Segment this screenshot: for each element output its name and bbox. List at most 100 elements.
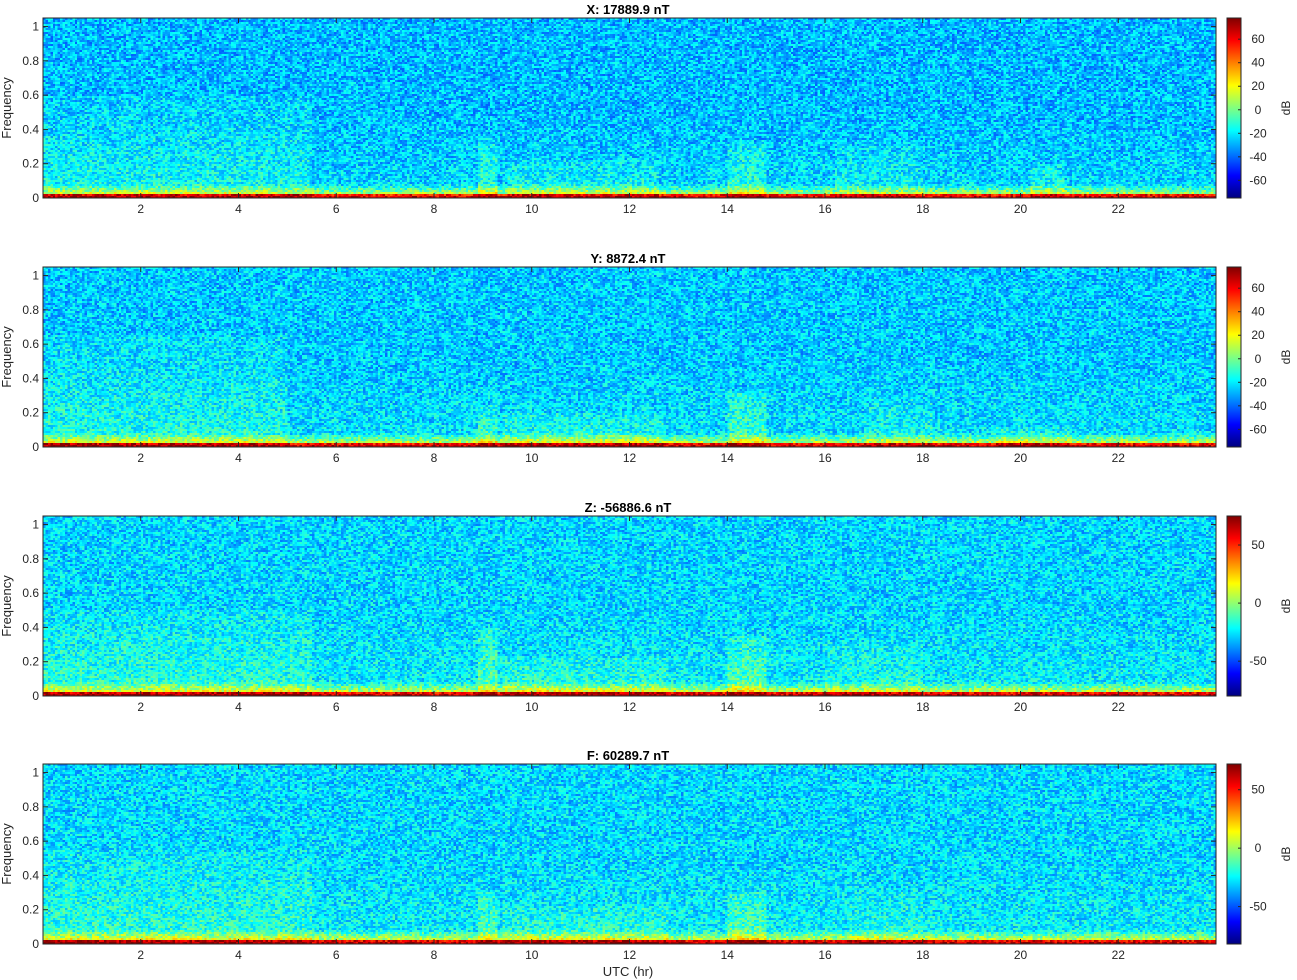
panel-title: X: 17889.9 nT	[586, 2, 669, 17]
colorbar-tick-label: 0	[1255, 596, 1262, 610]
spectrogram-image	[43, 764, 1216, 944]
y-tick-label: 1	[32, 766, 39, 780]
x-tick-label: 6	[333, 700, 340, 714]
x-tick-label: 6	[333, 451, 340, 465]
x-tick-label: 16	[818, 948, 832, 962]
colorbar-tick-label: -40	[1249, 399, 1267, 413]
y-tick-label: 0.2	[22, 157, 39, 171]
x-tick-label: 20	[1014, 700, 1028, 714]
y-tick-label: 0.4	[22, 122, 39, 136]
colorbar-gradient	[1226, 763, 1242, 945]
y-tick-label: 0.4	[22, 371, 39, 385]
x-tick-label: 14	[721, 700, 735, 714]
spectrogram-image	[43, 516, 1216, 696]
x-tick-label: 2	[137, 700, 144, 714]
y-tick-label: 0	[32, 191, 39, 205]
colorbar-tick-label: -20	[1249, 126, 1267, 140]
colorbar-tick-label: -20	[1249, 375, 1267, 389]
x-tick-label: 2	[137, 948, 144, 962]
panel-title: Z: -56886.6 nT	[585, 500, 672, 515]
colorbar-label: dB	[1279, 847, 1293, 862]
colorbar-tick-label: -40	[1249, 150, 1267, 164]
x-tick-label: 4	[235, 700, 242, 714]
x-tick-label: 20	[1014, 948, 1028, 962]
y-tick-label: 0.8	[22, 800, 39, 814]
x-tick-label: 18	[916, 948, 930, 962]
y-tick-label: 0.2	[22, 406, 39, 420]
y-axis-label: Frequency	[0, 823, 14, 885]
spectrogram-panel-3: Z: -56886.6 nT 2 4 6 8 10 12 14 16 18 20 22 0 0.2 0.4 0…	[0, 500, 1293, 714]
y-tick-label: 0.4	[22, 868, 39, 882]
x-tick-label: 12	[623, 202, 637, 216]
y-tick-label: 0.6	[22, 88, 39, 102]
x-tick-label: 20	[1014, 451, 1028, 465]
x-tick-label: 4	[235, 948, 242, 962]
x-tick-label: 22	[1112, 948, 1126, 962]
x-tick-label: 8	[431, 202, 438, 216]
x-tick-label: 4	[235, 451, 242, 465]
colorbar-label: dB	[1279, 350, 1293, 365]
x-tick-label: 2	[137, 451, 144, 465]
panel-title: F: 60289.7 nT	[587, 748, 669, 763]
y-tick-label: 0	[32, 440, 39, 454]
x-tick-label: 8	[431, 700, 438, 714]
colorbar: 60 40 20 0 -20 -40 -60 dB	[1226, 17, 1293, 199]
colorbar-gradient	[1226, 17, 1242, 199]
x-tick-label: 18	[916, 451, 930, 465]
y-axis-label: Frequency	[0, 575, 14, 637]
spectrogram-panel-2: Y: 8872.4 nT2 4 6 8 10 12 14 16 18 20 2200.20.40.6…	[0, 251, 1293, 465]
colorbar: 50 0 -50 dB	[1226, 763, 1293, 945]
y-tick-label: 1	[32, 20, 39, 34]
y-axis-label: Frequency	[0, 77, 14, 139]
colorbar-tick-label: 0	[1255, 103, 1262, 117]
y-tick-label: 0.2	[22, 655, 39, 669]
x-tick-label: 16	[818, 451, 832, 465]
spectrogram-image	[43, 18, 1216, 198]
y-tick-label: 0	[32, 689, 39, 703]
x-tick-label: 10	[525, 948, 539, 962]
colorbar-tick-label: 60	[1251, 32, 1265, 46]
colorbar-label: dB	[1279, 599, 1293, 614]
y-tick-label: 1	[32, 269, 39, 283]
spectrogram-panel-1: X: 17889.9 nT2 4 6 8 10 12 14 16 18 20 2200.20.40.…	[0, 2, 1293, 216]
colorbar-tick-label: -60	[1249, 422, 1267, 436]
x-tick-label: 14	[721, 202, 735, 216]
x-tick-label: 16	[818, 202, 832, 216]
x-tick-label: 6	[333, 948, 340, 962]
colorbar-tick-label: 60	[1251, 281, 1265, 295]
colorbar-tick-label: 0	[1255, 352, 1262, 366]
colorbar-tick-label: -50	[1249, 654, 1267, 668]
y-tick-label: 0.2	[22, 903, 39, 917]
y-tick-label: 0.6	[22, 586, 39, 600]
y-tick-label: 0.4	[22, 620, 39, 634]
colorbar-tick-label: 20	[1251, 79, 1265, 93]
x-tick-label: 22	[1112, 700, 1126, 714]
colorbar-tick-label: 40	[1251, 56, 1265, 70]
x-tick-label: 8	[431, 451, 438, 465]
colorbar-tick-label: -60	[1249, 173, 1267, 187]
colorbar-tick-label: 0	[1255, 841, 1262, 855]
y-tick-label: 0.6	[22, 834, 39, 848]
x-tick-label: 12	[623, 948, 637, 962]
x-tick-label: 18	[916, 202, 930, 216]
x-tick-label: 4	[235, 202, 242, 216]
x-tick-label: 14	[721, 451, 735, 465]
x-tick-label: 10	[525, 451, 539, 465]
x-axis-label: UTC (hr)	[603, 964, 654, 979]
x-tick-label: 12	[623, 700, 637, 714]
x-tick-label: 14	[721, 948, 735, 962]
x-tick-label: 6	[333, 202, 340, 216]
x-tick-label: 22	[1112, 451, 1126, 465]
x-tick-label: 10	[525, 700, 539, 714]
y-tick-label: 0.8	[22, 552, 39, 566]
panel-title: Y: 8872.4 nT	[591, 251, 666, 266]
y-axis-label: Frequency	[0, 326, 14, 388]
colorbar-gradient	[1226, 266, 1242, 448]
x-tick-label: 18	[916, 700, 930, 714]
colorbar-tick-label: 50	[1251, 538, 1265, 552]
x-tick-label: 2	[137, 202, 144, 216]
y-tick-label: 0.8	[22, 303, 39, 317]
x-tick-label: 16	[818, 700, 832, 714]
x-tick-label: 8	[431, 948, 438, 962]
